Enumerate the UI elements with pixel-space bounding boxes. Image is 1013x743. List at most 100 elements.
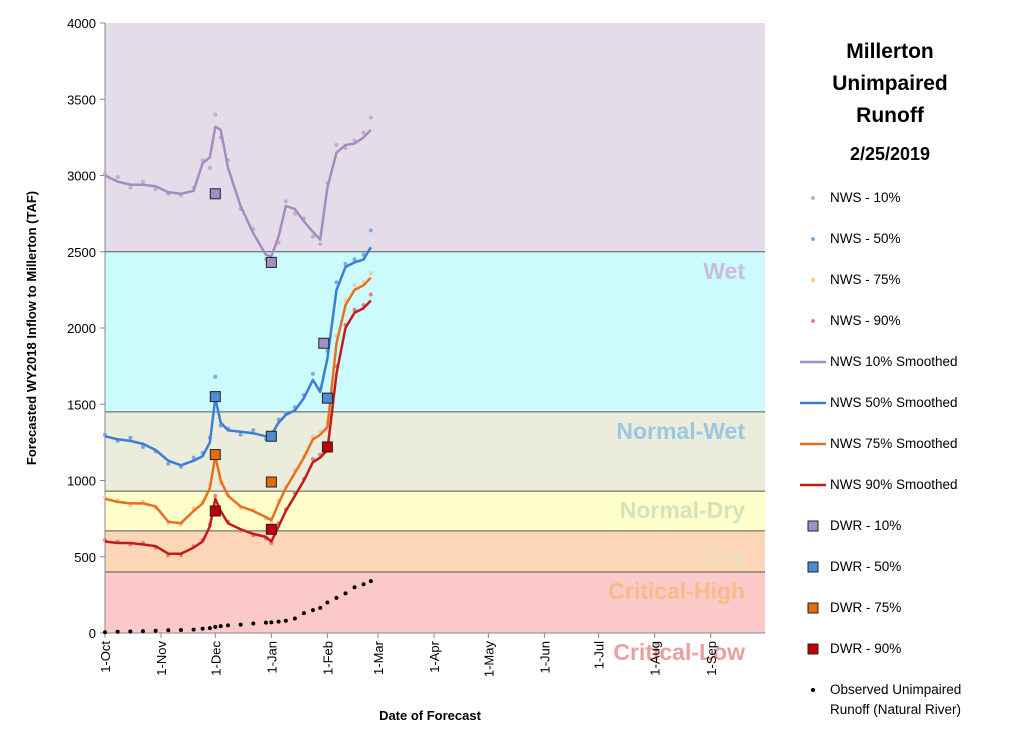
legend-marker [811, 319, 815, 323]
nws-point [334, 280, 339, 285]
smoothed-line [104, 125, 372, 258]
legend-label: DWR - 90% [830, 641, 902, 656]
legend-label: NWS 50% Smoothed [830, 395, 958, 410]
legend-marker [807, 561, 819, 573]
dwr-marker [321, 392, 333, 404]
observed-point [115, 629, 120, 634]
legend-marker [807, 520, 819, 532]
dwr-marker [209, 188, 221, 200]
legend-label: NWS - 10% [830, 190, 901, 205]
dwr-marker [209, 391, 221, 403]
x-tick-label: 1-Dec [208, 641, 223, 676]
chart-title: Millerton Unimpaired Runoff [832, 40, 948, 127]
observed-point [343, 591, 348, 596]
legend-label: NWS 10% Smoothed [830, 354, 958, 369]
zone [105, 572, 765, 633]
nws-point [368, 271, 373, 276]
legend-item: NWS 75% Smoothed [800, 434, 990, 454]
nws-point [213, 493, 218, 498]
smoothed-line [104, 299, 372, 555]
y-tick-label: 2000 [67, 321, 96, 336]
legend-item: DWR - 90% [800, 639, 990, 659]
dwr-marker [209, 449, 221, 461]
legend-item: NWS - 10% [800, 188, 990, 208]
legend-item: NWS - 90% [800, 311, 990, 331]
nws-point [115, 175, 120, 180]
legend-marker [811, 196, 815, 200]
x-tick-label: 1-Mar [371, 640, 386, 675]
legend-swatch [807, 561, 819, 573]
legend-label: DWR - 50% [830, 559, 902, 574]
legend-marker [811, 278, 815, 282]
zone [105, 23, 765, 252]
observed-point [103, 630, 107, 635]
x-tick-label: 1-Aug [648, 641, 663, 676]
nws-point [140, 444, 145, 449]
nws-point [368, 228, 373, 233]
legend-label: DWR - 75% [830, 600, 902, 615]
y-tick-label: 3500 [67, 92, 96, 107]
y-tick-label: 1500 [67, 397, 96, 412]
legend-swatch [807, 520, 819, 532]
nws-point [310, 371, 315, 376]
x-tick-label: 1-Feb [320, 641, 335, 675]
legend-marker [800, 442, 826, 446]
x-tick-label: 1-Sep [704, 641, 719, 676]
legend-swatch [811, 196, 815, 200]
legend-item: DWR - 10% [800, 516, 990, 536]
nws-point [318, 242, 323, 247]
nws-point [368, 115, 373, 120]
x-tick-label: 1-Jun [537, 641, 552, 674]
observed-point [276, 619, 281, 624]
dwr-marker [209, 505, 221, 517]
legend-item: NWS - 75% [800, 270, 990, 290]
nws-point [352, 307, 357, 312]
x-tick-label: 1-Jan [264, 641, 279, 674]
y-tick-label: 4000 [67, 16, 96, 31]
legend-marker [800, 483, 826, 487]
nws-point [292, 211, 297, 216]
zone-label: Normal-Dry [620, 497, 745, 523]
observed-point [238, 622, 243, 627]
observed-point [178, 627, 183, 632]
legend-label: NWS 75% Smoothed [830, 436, 958, 451]
observed-point [263, 620, 268, 625]
y-tick-label: 0 [89, 626, 96, 641]
nws-point [251, 428, 256, 433]
y-tick-label: 2500 [67, 245, 96, 260]
observed-point [318, 605, 323, 610]
observed-point [310, 608, 315, 613]
y-axis-title: Forecasted WY2018 Inflow to Millerton (T… [24, 191, 39, 465]
legend-swatch [807, 643, 819, 655]
y-tick-label: 500 [74, 550, 96, 565]
nws-point [191, 455, 196, 460]
observed-point [301, 611, 306, 616]
legend-swatch [807, 602, 819, 614]
legend-marker [800, 360, 826, 364]
observed-point [140, 629, 145, 634]
legend-swatch [811, 237, 815, 241]
chart-subtitle: 2/25/2019 [849, 144, 931, 164]
observed-point [352, 585, 357, 590]
legend-label: NWS - 50% [830, 231, 901, 246]
nws-point [213, 374, 218, 379]
observed-point [213, 624, 218, 629]
nws-point [343, 261, 348, 266]
y-tick-label: 3000 [67, 169, 96, 184]
zone-label: Critical-Low [613, 639, 745, 665]
observed-point [207, 626, 212, 631]
dwr-marker [265, 523, 277, 535]
zone [105, 251, 765, 412]
zone-label: Dry [707, 543, 746, 569]
legend-swatch [811, 319, 815, 323]
observed-point [269, 620, 274, 625]
dwr-marker [265, 476, 277, 488]
nws-point [361, 130, 366, 135]
nws-point [207, 165, 212, 170]
x-tick-label: 1-Jul [592, 641, 607, 669]
nws-point [352, 283, 357, 288]
legend-marker [807, 643, 819, 655]
nws-point [283, 199, 288, 204]
legend-item: DWR - 50% [800, 557, 990, 577]
